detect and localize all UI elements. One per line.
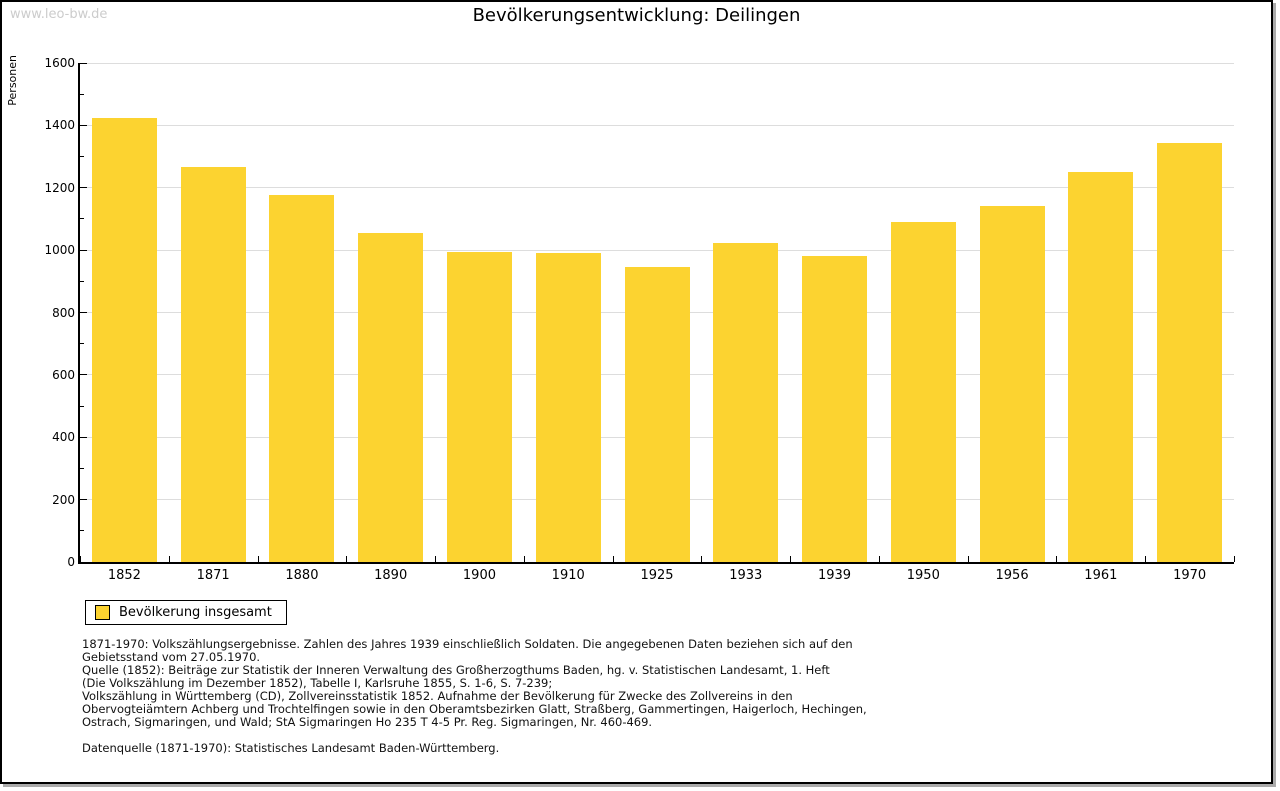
- chart-title: Bevölkerungsentwicklung: Deilingen: [472, 5, 801, 26]
- y-major-tick: [80, 187, 87, 189]
- y-major-tick: [80, 312, 87, 313]
- x-tick-label: 1890: [374, 568, 408, 583]
- bar-1970: [1157, 143, 1223, 562]
- x-tick: [790, 556, 792, 562]
- x-tick-label: 1925: [640, 568, 674, 583]
- bar-1939: [802, 256, 868, 562]
- x-tick: [1145, 556, 1147, 562]
- x-tick-label: 1852: [107, 568, 141, 583]
- x-tick-label: 1950: [906, 568, 940, 583]
- gridline: [81, 187, 1234, 189]
- x-tick-label: 1933: [729, 568, 763, 583]
- x-tick-label: 1910: [551, 568, 585, 583]
- bar-1890: [358, 233, 424, 562]
- y-tick-label: 1600: [44, 56, 75, 70]
- y-axis-title: Personen: [6, 55, 19, 106]
- footnote-paragraph-datasource: Datenquelle (1871-1970): Statistisches L…: [82, 741, 500, 755]
- x-tick: [1056, 556, 1058, 562]
- footnote-line: Obervogteiämtern Achberg und Trochtelfin…: [82, 702, 867, 716]
- x-tick-label: 1871: [196, 568, 230, 583]
- x-tick: [1234, 556, 1235, 562]
- y-minor-tick: [80, 343, 84, 345]
- y-minor-tick: [80, 467, 84, 469]
- legend-label: Bevölkerung insgesamt: [119, 605, 272, 620]
- y-major-tick: [80, 374, 87, 376]
- legend-box: Bevölkerung insgesamt: [85, 600, 287, 625]
- y-minor-tick: [80, 218, 84, 220]
- footnotes: 1871-1970: Volkszählungsergebnisse. Zahl…: [82, 638, 867, 755]
- y-tick-label: 400: [52, 430, 75, 445]
- x-tick-label: 1956: [995, 568, 1029, 583]
- y-minor-tick: [80, 93, 84, 95]
- y-major-tick: [80, 249, 87, 251]
- y-tick-label: 1000: [44, 243, 75, 258]
- y-minor-tick: [80, 280, 84, 282]
- footnote-line: (Die Volkszählung im Dezember 1852), Tab…: [82, 676, 553, 690]
- footnote-paragraph-sources: 1871-1970: Volkszählungsergebnisse. Zahl…: [82, 638, 867, 729]
- bar-1925: [624, 266, 690, 562]
- bar-1871: [180, 166, 246, 562]
- x-tick: [80, 556, 81, 562]
- gridline: [81, 124, 1234, 126]
- x-tick: [612, 556, 614, 562]
- legend-swatch: [95, 605, 110, 620]
- y-tick-label: 1400: [44, 118, 75, 133]
- y-axis: [78, 63, 80, 564]
- x-tick: [701, 556, 703, 562]
- x-tick: [346, 556, 348, 562]
- y-tick-label: 200: [52, 492, 75, 507]
- x-tick-label: 1900: [462, 568, 496, 583]
- x-tick-label: 1961: [1084, 568, 1118, 583]
- x-tick: [168, 556, 170, 562]
- bar-1900: [446, 252, 512, 562]
- x-tick: [967, 556, 969, 562]
- x-tick-label: 1970: [1173, 568, 1207, 583]
- x-tick: [878, 556, 880, 562]
- bar-1933: [713, 243, 779, 562]
- y-major-tick: [80, 62, 87, 64]
- x-tick: [435, 556, 437, 562]
- footnote-line: Quelle (1852): Beiträge zur Statistik de…: [82, 663, 830, 677]
- y-major-tick: [80, 124, 87, 126]
- y-minor-tick: [80, 156, 84, 158]
- y-minor-tick: [80, 530, 84, 532]
- y-tick-label: 0: [67, 555, 75, 569]
- y-major-tick: [80, 436, 87, 438]
- gridline: [81, 249, 1234, 251]
- bar-1880: [269, 195, 335, 562]
- footnote-line: 1871-1970: Volkszählungsergebnisse. Zahl…: [82, 637, 853, 651]
- bar-chart-plot-area: [78, 62, 1235, 564]
- bar-1950: [890, 222, 956, 562]
- bar-1961: [1068, 171, 1134, 562]
- x-tick: [523, 556, 525, 562]
- x-axis: [78, 562, 1234, 564]
- y-tick-label: 600: [52, 367, 75, 382]
- gridline: [81, 62, 1234, 64]
- site-watermark: www.leo-bw.de: [10, 7, 108, 22]
- y-tick-label: 1200: [44, 180, 75, 195]
- y-major-tick: [80, 499, 87, 501]
- footnote-line: Gebietsstand vom 27.05.1970.: [82, 650, 261, 664]
- bar-1852: [91, 117, 157, 562]
- bar-1910: [535, 252, 601, 562]
- footnote-line: Volkszählung in Württemberg (CD), Zollve…: [82, 689, 793, 703]
- y-tick-label: 800: [52, 305, 75, 320]
- bar-1956: [979, 206, 1045, 562]
- y-minor-tick: [80, 405, 84, 407]
- footnote-line: Ostrach, Sigmaringen, und Wald; StA Sigm…: [82, 715, 653, 729]
- x-tick-label: 1880: [285, 568, 319, 583]
- x-tick: [257, 556, 259, 562]
- x-tick-label: 1939: [817, 568, 852, 583]
